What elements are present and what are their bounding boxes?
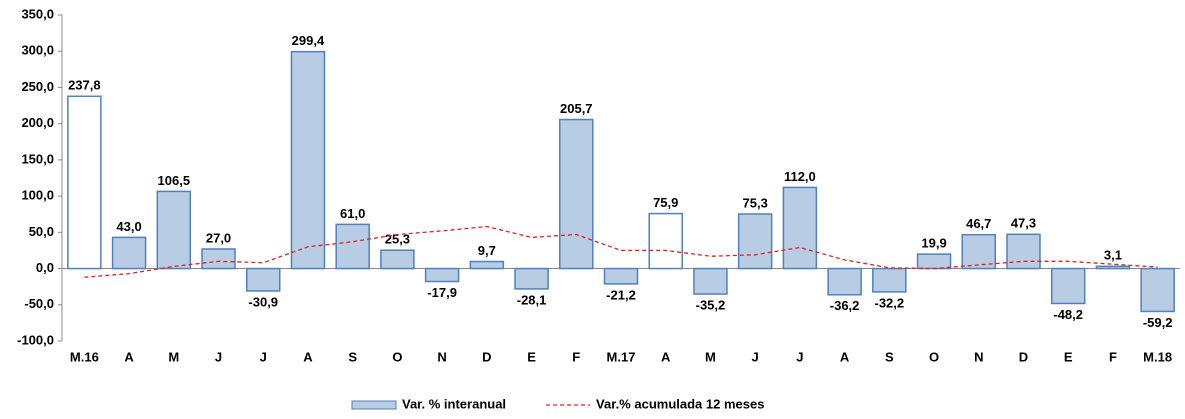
bar <box>693 267 728 295</box>
bar <box>335 223 370 270</box>
x-tick-label: M.18 <box>1143 349 1172 364</box>
bar <box>469 260 505 270</box>
data-label: -32,2 <box>874 295 904 310</box>
bar <box>1006 233 1041 270</box>
bar <box>67 95 102 270</box>
x-tick-label: M.17 <box>607 349 636 364</box>
data-label: 3,1 <box>1104 248 1122 263</box>
x-tick-label: J <box>260 349 267 364</box>
data-label: -59,2 <box>1143 315 1173 330</box>
data-label: 75,9 <box>653 195 678 210</box>
x-tick-label: M.16 <box>70 349 99 364</box>
bar <box>201 248 236 270</box>
data-label: 299,4 <box>292 33 325 48</box>
data-label: -36,2 <box>830 298 860 313</box>
data-label: 205,7 <box>560 101 593 116</box>
y-tick-label: -100,0 <box>17 332 54 347</box>
data-label: 9,7 <box>478 243 496 258</box>
data-label: -17,9 <box>427 285 457 300</box>
data-label: 47,3 <box>1011 216 1036 231</box>
bar <box>514 267 549 290</box>
bar <box>290 50 326 270</box>
x-tick-label: A <box>661 349 671 364</box>
legend-label: Var.% acumulada 12 meses <box>596 396 764 411</box>
data-label: 61,0 <box>340 206 365 221</box>
x-tick-label: E <box>1064 349 1073 364</box>
data-label: 237,8 <box>68 78 101 93</box>
data-label: -30,9 <box>248 294 278 309</box>
bar <box>111 236 147 270</box>
y-tick-label: 250,0 <box>21 79 54 94</box>
y-tick-label: 200,0 <box>21 115 54 130</box>
bar <box>1095 265 1131 270</box>
data-label: -28,1 <box>517 292 547 307</box>
bar <box>1050 267 1086 305</box>
bar <box>424 267 460 283</box>
x-tick-label: O <box>392 349 402 364</box>
x-tick-label: F <box>572 349 580 364</box>
x-tick-label: A <box>124 349 134 364</box>
bar <box>603 267 639 285</box>
bar <box>648 212 683 270</box>
bar <box>559 118 594 270</box>
x-tick-label: J <box>215 349 222 364</box>
bar <box>1140 267 1175 313</box>
data-label: 19,9 <box>921 236 946 251</box>
y-tick-label: 300,0 <box>21 43 54 58</box>
x-tick-label: S <box>885 349 894 364</box>
x-tick-label: D <box>1019 349 1028 364</box>
data-label: 75,3 <box>743 195 768 210</box>
x-tick-label: N <box>437 349 446 364</box>
y-tick-label: 100,0 <box>21 188 54 203</box>
data-label: 112,0 <box>784 169 816 184</box>
bar <box>156 190 192 270</box>
x-tick-label: D <box>482 349 491 364</box>
legend-swatch <box>351 400 397 410</box>
x-tick-label: F <box>1109 349 1117 364</box>
x-tick-label: J <box>752 349 759 364</box>
y-tick-label: 350,0 <box>21 6 54 21</box>
data-label: 27,0 <box>206 230 231 245</box>
x-tick-label: J <box>796 349 803 364</box>
data-label: 43,0 <box>116 219 141 234</box>
bar <box>916 253 952 270</box>
bar <box>872 267 907 293</box>
y-tick-label: 150,0 <box>21 151 54 166</box>
x-tick-label: A <box>303 349 313 364</box>
y-tick-label: 0,0 <box>36 260 54 275</box>
data-label: -48,2 <box>1053 307 1083 322</box>
x-tick-label: S <box>348 349 357 364</box>
x-tick-label: N <box>974 349 983 364</box>
bar <box>827 267 862 296</box>
x-tick-label: A <box>840 349 850 364</box>
data-label: -21,2 <box>606 287 636 302</box>
x-tick-label: M <box>168 349 179 364</box>
bar <box>782 186 818 270</box>
data-label: -35,2 <box>696 297 726 312</box>
bar <box>380 249 415 270</box>
y-tick-label: -50,0 <box>24 296 54 311</box>
data-label: 46,7 <box>966 216 991 231</box>
y-tick-label: 50,0 <box>29 224 54 239</box>
legend-label: Var. % interanual <box>402 396 506 411</box>
x-tick-label: E <box>527 349 536 364</box>
bar <box>737 213 773 270</box>
bar <box>961 233 997 270</box>
data-label: 106,5 <box>158 173 191 188</box>
x-tick-label: M <box>705 349 716 364</box>
bar <box>245 267 281 292</box>
x-tick-label: O <box>929 349 939 364</box>
